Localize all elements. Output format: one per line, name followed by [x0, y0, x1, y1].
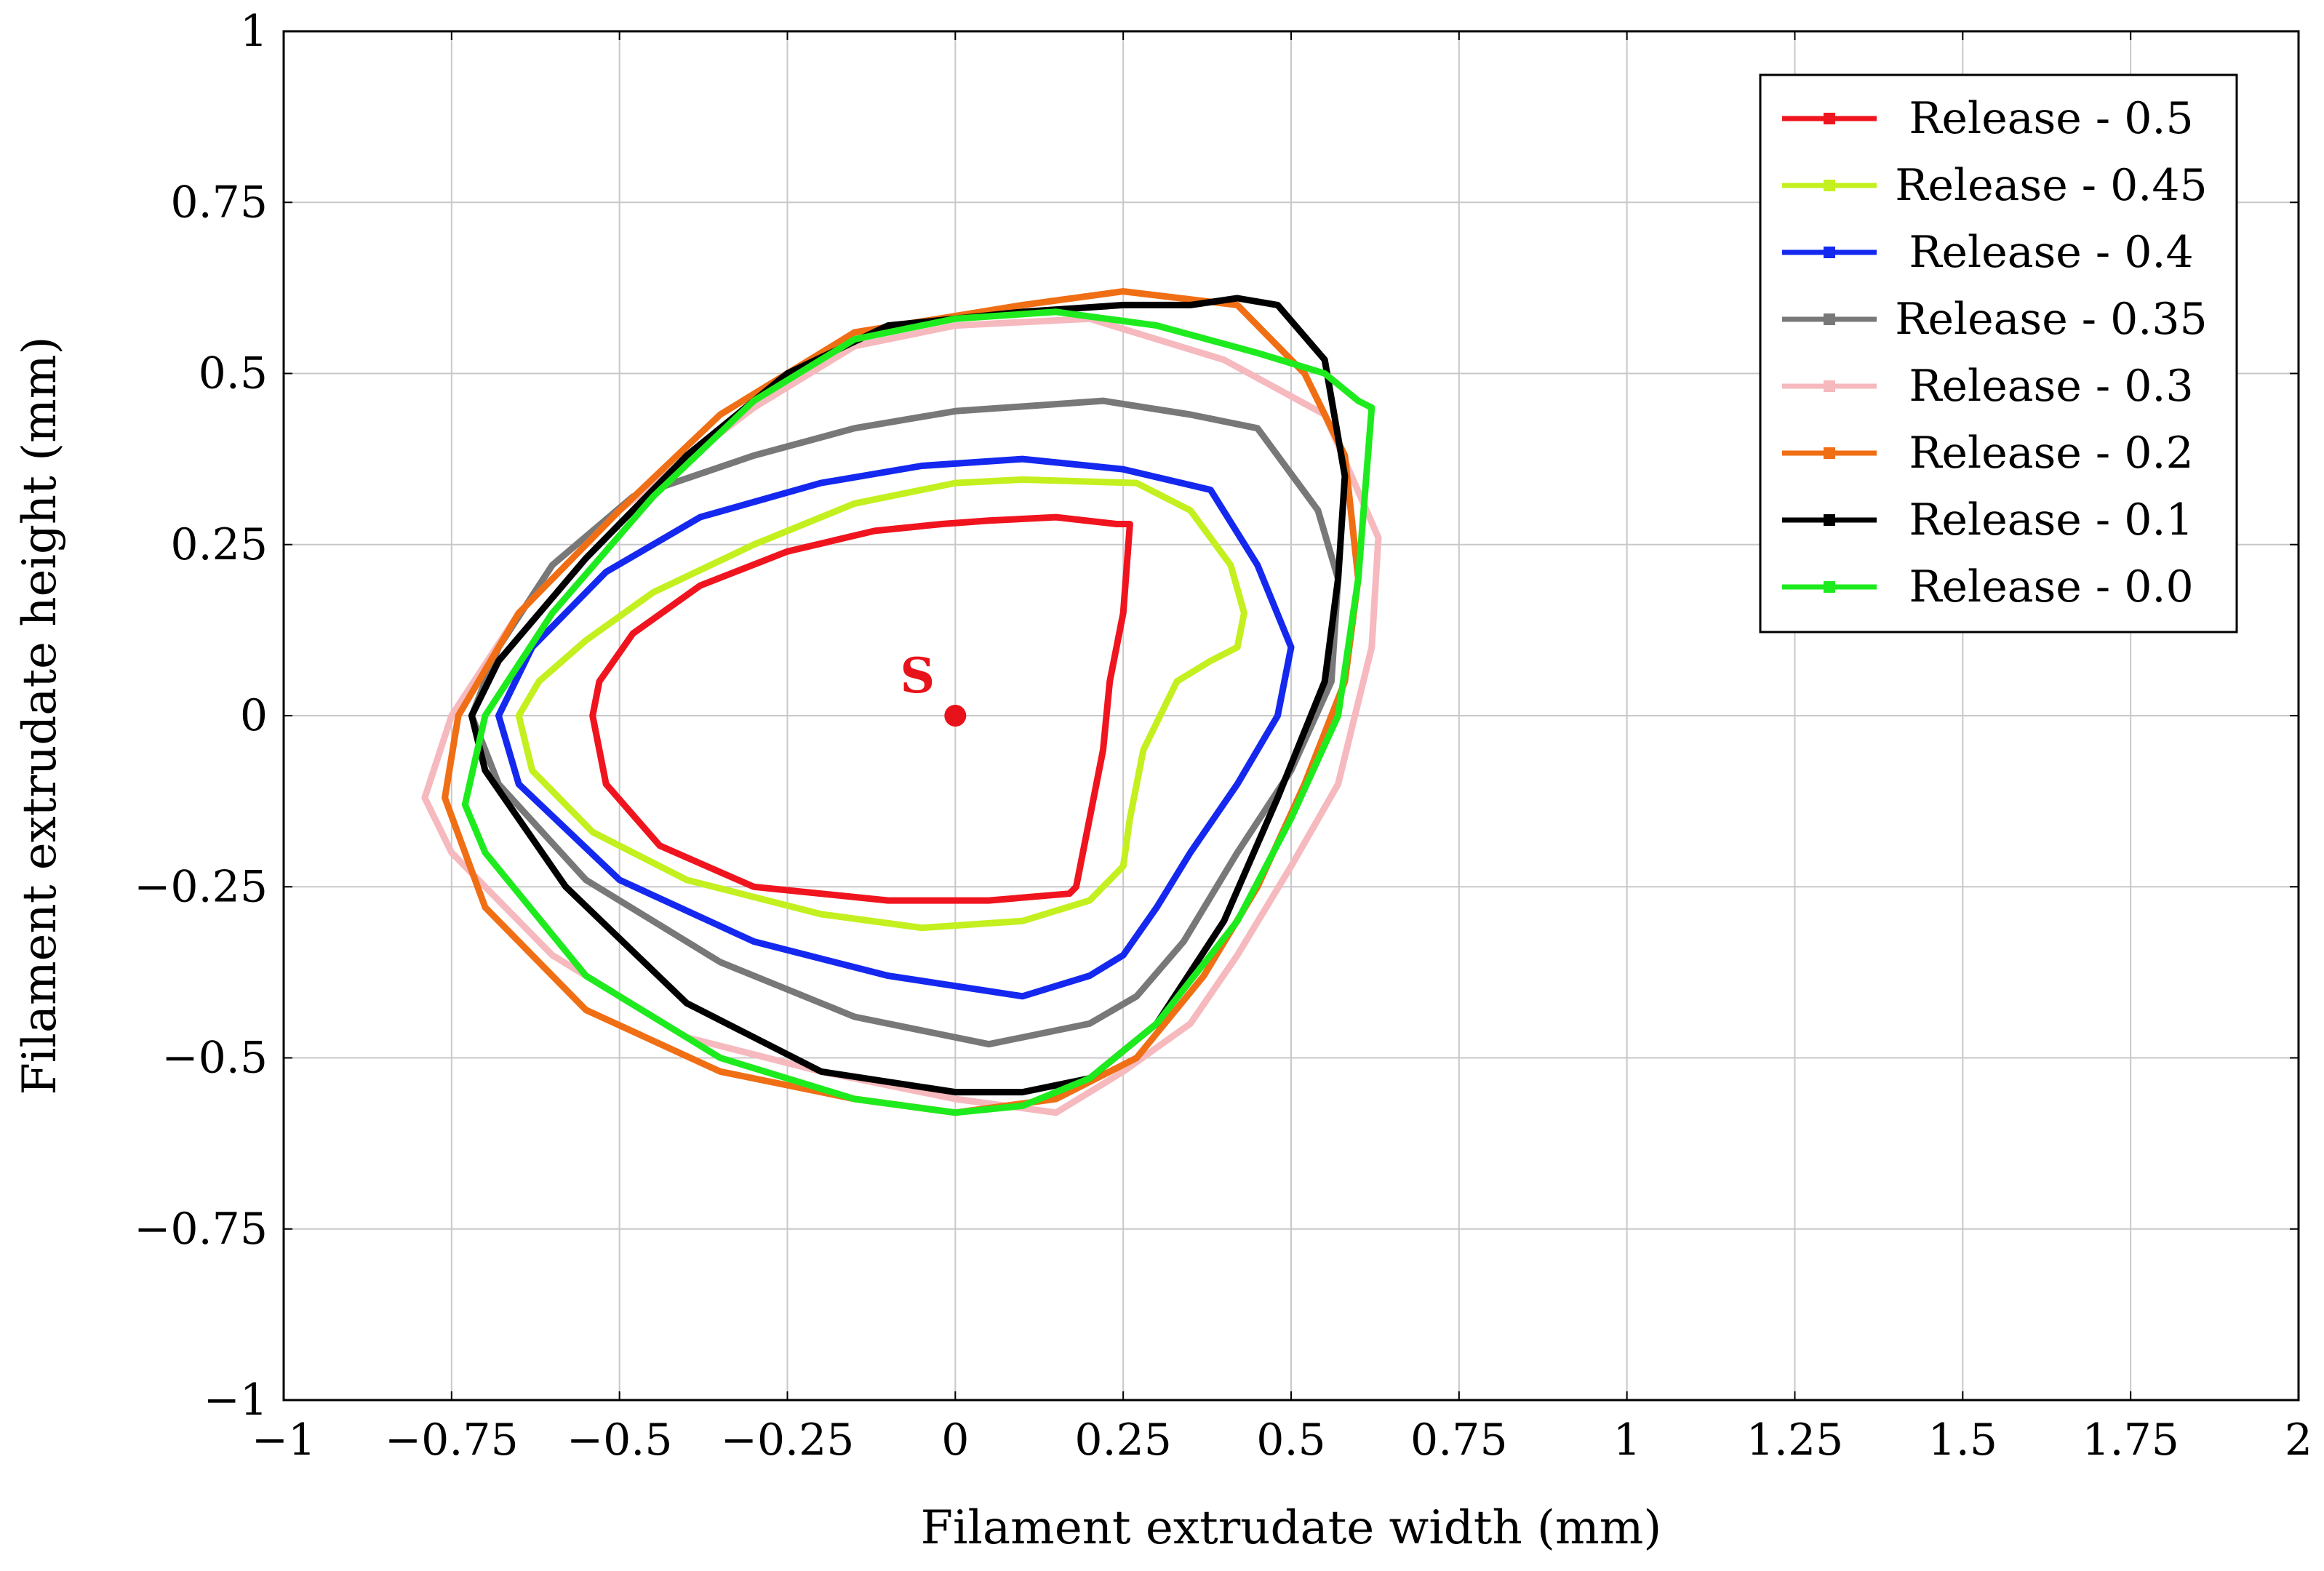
legend-item: Release - 0.4 — [1782, 227, 2194, 278]
series-line-7 — [461, 308, 1375, 1116]
x-tick-label: 0.5 — [1256, 1415, 1325, 1466]
x-tick-label: −1 — [252, 1415, 316, 1466]
legend-item: Release - 0.3 — [1782, 361, 2194, 412]
legend-label: Release - 0.2 — [1909, 428, 2193, 479]
x-tick-label: 0.25 — [1074, 1415, 1172, 1466]
legend-label: Release - 0.45 — [1895, 160, 2207, 211]
legend-item: Release - 0.0 — [1782, 561, 2194, 612]
legend-swatch-marker — [1824, 581, 1835, 593]
legend-label: Release - 0.1 — [1909, 495, 2193, 545]
x-tick-label: 2 — [2285, 1415, 2312, 1466]
y-tick-label: 0.75 — [170, 177, 268, 228]
legend-swatch-marker — [1824, 180, 1835, 191]
legend-box — [1759, 73, 2238, 633]
x-tick-label: −0.25 — [721, 1415, 855, 1466]
x-tick-label: 1 — [1613, 1415, 1641, 1466]
x-tick-label: 0 — [941, 1415, 969, 1466]
ticks: −1 −0.75 −0.5 −0.25 0 0.25 0.5 0.75 1 1.25 1.5 1.75… — [134, 6, 2312, 1466]
series-line-0 — [589, 513, 1133, 904]
legend-item: Release - 0.35 — [1782, 294, 2208, 345]
y-tick-label: 0 — [240, 690, 268, 741]
legend-swatch-marker — [1824, 447, 1835, 459]
legend-swatch-marker — [1824, 313, 1835, 325]
annotation-point-s — [944, 705, 967, 727]
x-tick-label: 1.75 — [2082, 1415, 2179, 1466]
y-tick-label: −1 — [204, 1375, 268, 1426]
y-tick-label: −0.75 — [134, 1204, 268, 1255]
y-axis-title: Filament extrudate height (mm) — [13, 336, 67, 1095]
annotation-label-s: S — [900, 647, 935, 704]
legend-label: Release - 0.3 — [1909, 361, 2193, 412]
y-tick-label: 0.5 — [199, 348, 268, 399]
y-tick-label: 1 — [240, 6, 268, 57]
legend-swatch-marker — [1824, 247, 1835, 258]
legend-item: Release - 0.1 — [1782, 495, 2194, 545]
x-tick-label: 1.5 — [1928, 1415, 1997, 1466]
x-tick-label: −0.75 — [385, 1415, 519, 1466]
x-tick-label: 0.75 — [1410, 1415, 1508, 1466]
series-layer — [421, 288, 1382, 1116]
y-tick-label: −0.25 — [134, 861, 268, 912]
legend-item: Release - 0.5 — [1782, 93, 2194, 144]
legend-label: Release - 0.5 — [1909, 93, 2193, 144]
legend-swatch-marker — [1824, 113, 1835, 124]
legend-label: Release - 0.4 — [1909, 227, 2193, 278]
series-line-2 — [495, 455, 1295, 1000]
x-tick-label: 1.25 — [1746, 1415, 1844, 1466]
legend: Release - 0.5 Release - 0.45 Release - 0.4… — [1759, 73, 2238, 633]
legend-item: Release - 0.45 — [1782, 160, 2208, 211]
x-axis-title: Filament extrudate width (mm) — [921, 1501, 1662, 1555]
series-line-1 — [515, 476, 1247, 932]
legend-label: Release - 0.0 — [1909, 561, 2193, 612]
legend-item: Release - 0.2 — [1782, 428, 2194, 479]
x-tick-label: −0.5 — [567, 1415, 673, 1466]
y-tick-label: 0.25 — [170, 519, 268, 570]
legend-swatch-marker — [1824, 380, 1835, 392]
annotation-layer: S — [900, 647, 967, 727]
y-tick-label: −0.5 — [161, 1033, 268, 1084]
legend-swatch-marker — [1824, 514, 1835, 526]
series-line-6 — [468, 295, 1349, 1096]
legend-label: Release - 0.35 — [1895, 294, 2207, 345]
